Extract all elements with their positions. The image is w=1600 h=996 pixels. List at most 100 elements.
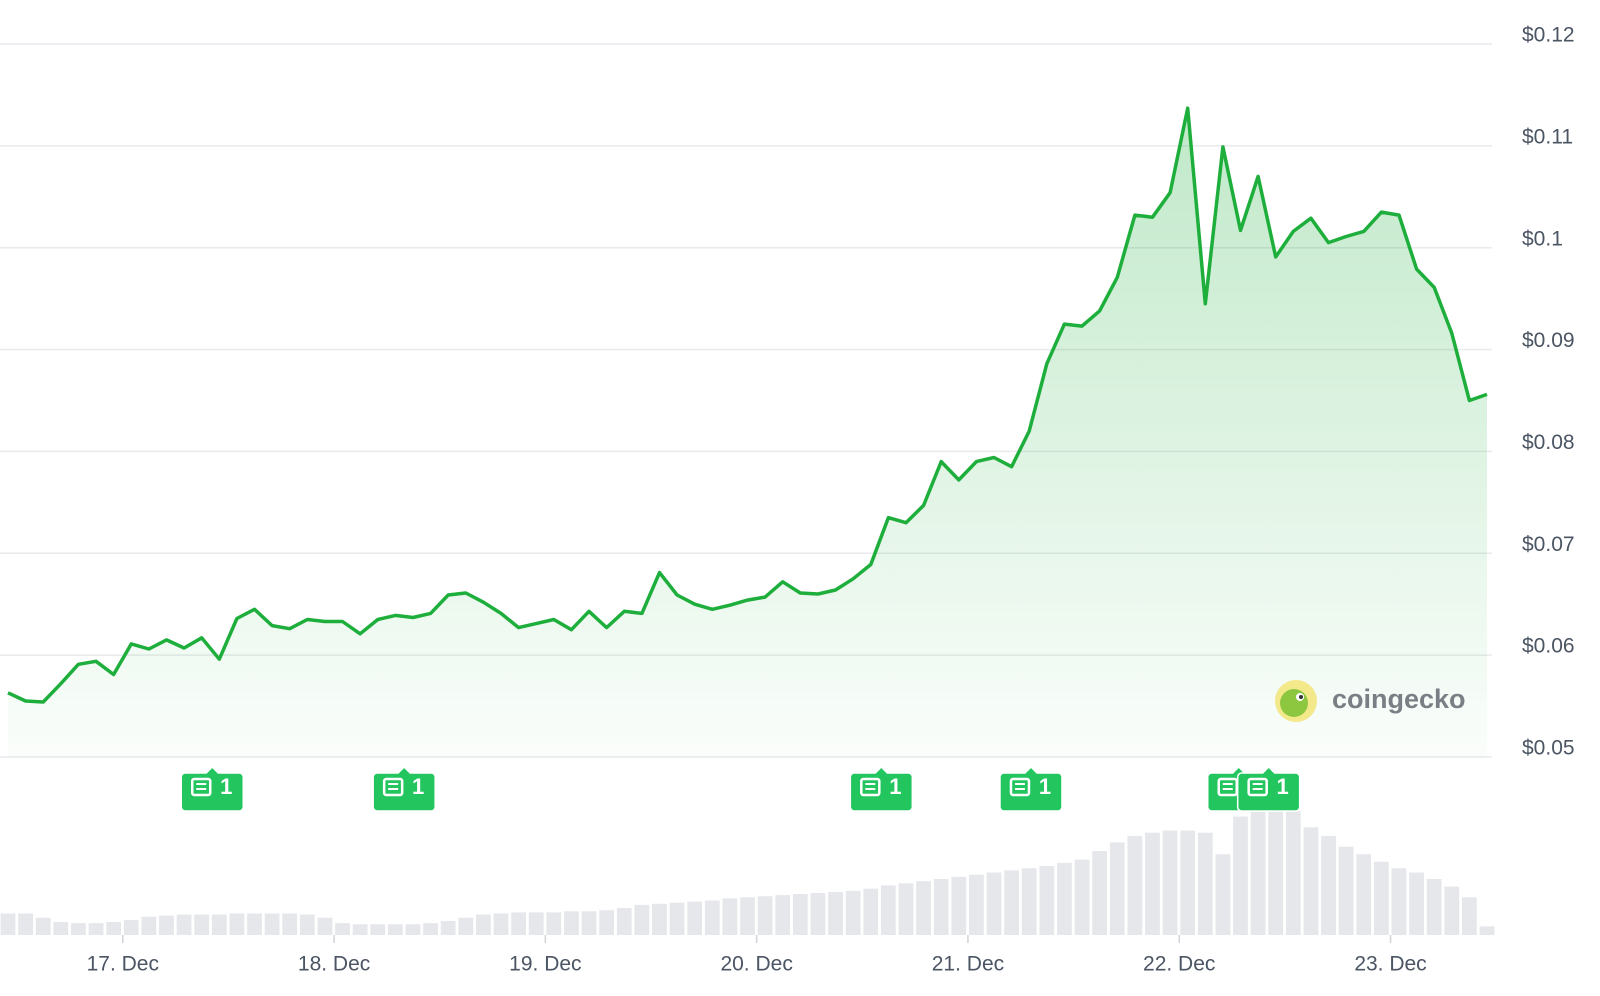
volume-bar (1338, 846, 1354, 935)
volume-bar (528, 912, 544, 935)
volume-bar (1426, 879, 1442, 935)
volume-bar (1391, 868, 1407, 935)
news-marker[interactable]: 1 (1236, 765, 1301, 812)
volume-bar (1162, 830, 1178, 935)
volume-bar (652, 903, 667, 935)
volume-bar (1092, 851, 1108, 935)
y-tick-label: $0.11 (1522, 125, 1573, 148)
news-count: 1 (1277, 774, 1289, 799)
volume-bar (1145, 832, 1160, 935)
volume-bar (18, 913, 34, 935)
volume-bar (493, 913, 509, 935)
news-marker[interactable]: 1 (999, 765, 1063, 812)
news-badge (999, 765, 1063, 812)
watermark-text: coingecko (1332, 684, 1466, 714)
volume-bar (669, 902, 685, 935)
volume-bar (1180, 830, 1196, 935)
volume-bar (1250, 800, 1266, 935)
news-icon (190, 777, 212, 797)
volume-bar (951, 876, 967, 935)
news-marker[interactable]: 1 (372, 765, 436, 812)
volume-bar (863, 888, 879, 935)
price-line (7, 106, 1488, 704)
news-count: 1 (889, 774, 901, 799)
volume-bar (775, 895, 791, 935)
volume-bar (317, 917, 333, 935)
volume-bar (1021, 868, 1037, 935)
volume-bar (352, 924, 368, 935)
volume-bar (1303, 827, 1319, 935)
news-count: 1 (220, 774, 232, 799)
volume-bar (564, 911, 579, 935)
volume-bar (1074, 859, 1090, 935)
news-badge (180, 765, 244, 812)
news-count: 1 (412, 774, 424, 799)
volume-bar (53, 922, 69, 935)
volume-bar (458, 917, 474, 935)
news-marker[interactable]: 1 (849, 765, 914, 812)
volume-bar (211, 914, 227, 935)
y-tick-label: $0.12 (1522, 24, 1575, 47)
volume-bar (581, 911, 597, 935)
area (8, 108, 1487, 757)
volume-bar (599, 910, 615, 935)
volume-bar (1004, 870, 1020, 935)
volume-bar (722, 898, 738, 935)
x-tick-label: 19. Dec (509, 953, 581, 976)
volume-bar (247, 913, 262, 935)
volume-bar (1356, 854, 1372, 935)
x-tick-label: 22. Dec (1143, 953, 1215, 976)
volume-bar (880, 885, 896, 935)
volume-bar (986, 872, 1002, 935)
volume-bar (828, 891, 843, 935)
volume-bar (176, 914, 192, 935)
volume-bar (1039, 866, 1055, 935)
news-badge (1236, 765, 1301, 812)
volume-bar (370, 924, 386, 935)
volume-bar (933, 879, 949, 935)
news-count: 1 (1039, 774, 1051, 799)
y-tick-label: $0.07 (1522, 533, 1575, 556)
y-tick-label: $0.1 (1522, 227, 1563, 250)
y-tick-label: $0.08 (1522, 431, 1575, 454)
volume-bar (1109, 842, 1125, 935)
y-tick-label: $0.06 (1522, 635, 1575, 658)
volume-bar (141, 916, 157, 935)
volume-bar (1233, 816, 1248, 935)
news-badge (372, 765, 436, 812)
news-badge (849, 765, 914, 812)
x-tick-label: 23. Dec (1354, 953, 1426, 976)
volume-bar (810, 893, 826, 935)
volume-bar (387, 924, 403, 935)
news-marker[interactable]: 1 (180, 765, 244, 812)
volume-bar (335, 923, 350, 935)
volume-bar (511, 912, 527, 935)
x-tick-label: 17. Dec (87, 953, 159, 976)
volume-bar (159, 915, 174, 935)
volume-bar (898, 883, 914, 935)
volume-bar (1215, 854, 1231, 935)
volume-bar (687, 901, 703, 935)
x-tick-label: 21. Dec (932, 953, 1004, 976)
volume-bar (229, 913, 245, 935)
volume-bar (264, 913, 280, 935)
volume-bar (440, 921, 456, 935)
volume-bar (1057, 862, 1072, 935)
volume-bar (423, 923, 438, 935)
volume-bar (282, 913, 298, 935)
volume-bar (546, 912, 562, 935)
y-tick-label: $0.05 (1522, 737, 1575, 760)
volume-bar (194, 914, 210, 935)
x-tick-label: 20. Dec (720, 953, 792, 976)
watermark: coingecko (1275, 680, 1466, 722)
news-icon (1247, 777, 1268, 797)
volume-bar (1197, 832, 1213, 935)
volume-bar (1479, 926, 1495, 935)
news-icon (860, 777, 881, 797)
volume-bar (916, 881, 931, 935)
volume-bar (1373, 861, 1389, 935)
volume-bar (35, 917, 51, 935)
volume-bar (1285, 811, 1301, 935)
volume-bar (0, 913, 16, 935)
